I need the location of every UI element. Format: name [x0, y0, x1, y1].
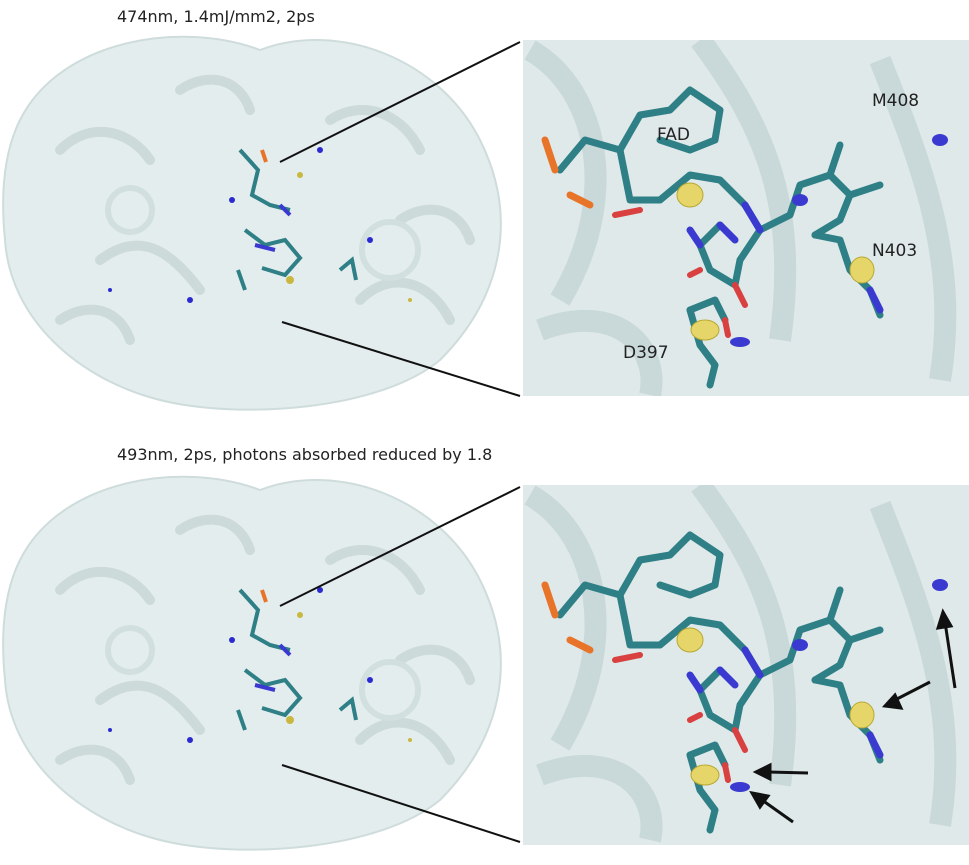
residue-label: FAD — [657, 125, 690, 145]
panel-title: 493nm, 2ps, photons absorbed reduced by … — [117, 445, 492, 464]
panel-title: 474nm, 1.4mJ/mm2, 2ps — [117, 7, 315, 26]
residue-label: D397 — [623, 343, 669, 363]
figure: 474nm, 1.4mJ/mm2, 2ps FAD M408 N403 D397… — [0, 0, 969, 861]
protein-overview — [3, 37, 501, 410]
residue-label: N403 — [872, 241, 917, 261]
residue-label: M408 — [872, 91, 919, 111]
arrow — [768, 772, 808, 773]
zoom-panel — [523, 485, 969, 845]
